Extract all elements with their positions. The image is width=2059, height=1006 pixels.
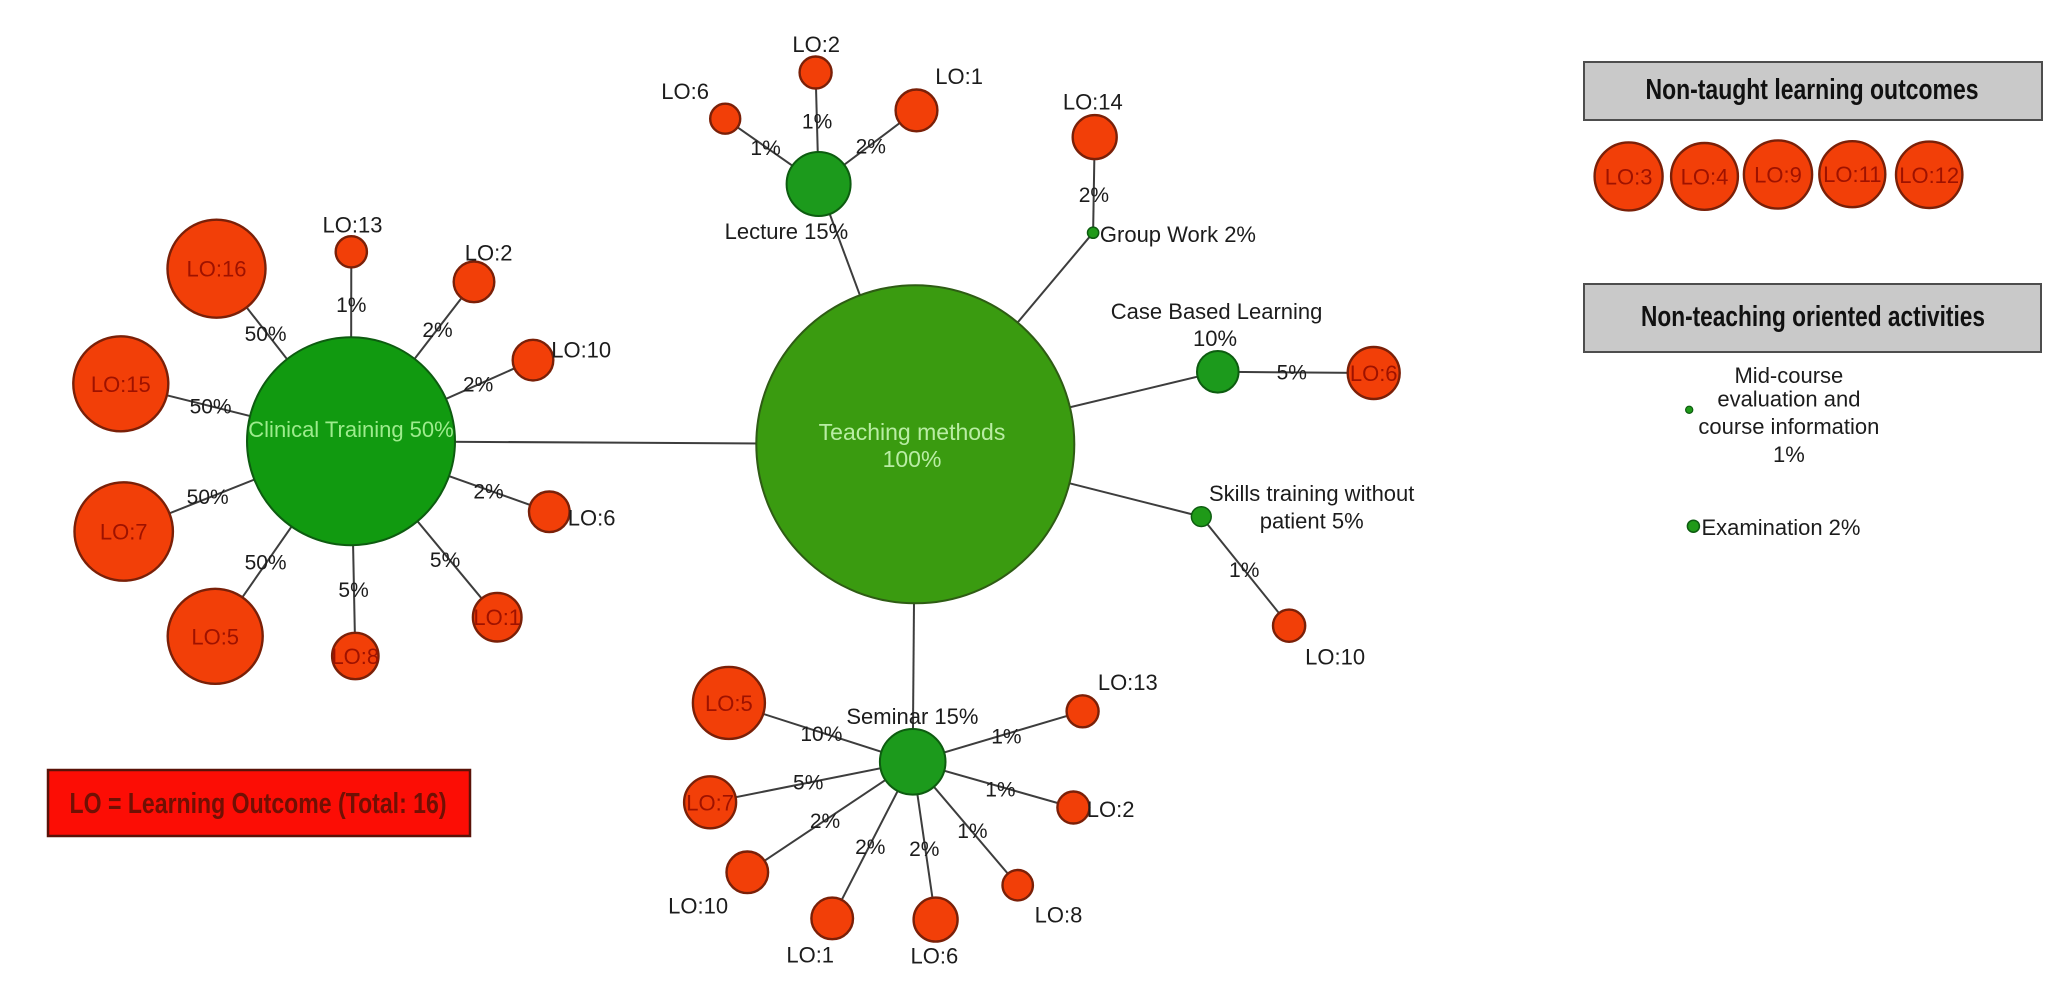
svg-text:2%: 2% [1079, 184, 1109, 207]
svg-text:50%: 50% [245, 323, 287, 346]
svg-text:LO:12: LO:12 [1899, 163, 1959, 188]
svg-text:LO:11: LO:11 [1823, 162, 1881, 187]
svg-text:50%: 50% [187, 486, 229, 509]
svg-text:5%: 5% [1277, 361, 1307, 384]
svg-text:LO:4: LO:4 [1681, 164, 1729, 189]
svg-text:Examination 2%: Examination 2% [1702, 515, 1861, 540]
svg-text:1%: 1% [750, 137, 780, 160]
svg-text:LO:7: LO:7 [100, 520, 148, 545]
svg-text:1%: 1% [985, 779, 1015, 802]
svg-text:1%: 1% [957, 820, 987, 843]
svg-text:2%: 2% [422, 319, 452, 342]
svg-text:Non-teaching oriented activiti: Non-teaching oriented activities [1641, 301, 1985, 333]
svg-text:LO:9: LO:9 [1754, 163, 1802, 188]
svg-text:Case Based Learning: Case Based Learning [1111, 299, 1323, 324]
svg-text:100%: 100% [883, 446, 942, 472]
svg-text:Teaching methods: Teaching methods [819, 419, 1006, 445]
svg-text:5%: 5% [793, 772, 823, 795]
svg-text:LO:16: LO:16 [187, 257, 247, 282]
svg-text:LO:14: LO:14 [1063, 90, 1123, 115]
svg-text:LO:3: LO:3 [1605, 164, 1653, 189]
svg-text:LO:2: LO:2 [1087, 797, 1135, 822]
svg-text:LO:6: LO:6 [1350, 361, 1398, 386]
svg-text:LO:6: LO:6 [568, 506, 616, 531]
svg-text:1%: 1% [991, 726, 1021, 749]
svg-text:Clinical Training 50%: Clinical Training 50% [248, 417, 453, 442]
svg-text:LO:7: LO:7 [686, 790, 734, 815]
svg-text:LO = Learning Outcome (Total:: LO = Learning Outcome (Total: 16) [70, 788, 447, 820]
svg-text:Mid-course: Mid-course [1734, 363, 1843, 388]
svg-text:5%: 5% [430, 549, 460, 572]
svg-text:LO:1: LO:1 [935, 64, 983, 89]
svg-text:LO:13: LO:13 [1098, 670, 1158, 695]
svg-text:50%: 50% [245, 552, 287, 575]
svg-text:LO:13: LO:13 [323, 213, 383, 238]
svg-text:evaluation and: evaluation and [1717, 386, 1860, 411]
svg-text:50%: 50% [190, 395, 232, 418]
svg-text:1%: 1% [802, 110, 832, 133]
svg-text:2%: 2% [473, 480, 503, 503]
svg-text:2%: 2% [909, 838, 939, 861]
svg-text:2%: 2% [855, 836, 885, 859]
svg-text:LO:2: LO:2 [792, 32, 840, 57]
svg-text:patient 5%: patient 5% [1260, 509, 1364, 534]
svg-text:LO:10: LO:10 [551, 338, 611, 363]
svg-text:10%: 10% [1193, 326, 1237, 351]
svg-text:LO:8: LO:8 [1035, 902, 1083, 927]
svg-text:LO:10: LO:10 [1305, 644, 1365, 669]
svg-text:Group Work 2%: Group Work 2% [1100, 222, 1256, 247]
svg-text:LO:5: LO:5 [705, 691, 753, 716]
svg-text:course information: course information [1698, 414, 1879, 439]
svg-text:1%: 1% [1773, 442, 1805, 467]
svg-text:10%: 10% [800, 723, 842, 746]
svg-text:Non-taught learning outcomes: Non-taught learning outcomes [1646, 74, 1979, 106]
svg-text:LO:8: LO:8 [331, 644, 379, 669]
svg-text:LO:15: LO:15 [91, 372, 151, 397]
svg-text:LO:10: LO:10 [668, 894, 728, 919]
svg-text:2%: 2% [856, 136, 886, 159]
svg-text:2%: 2% [810, 810, 840, 833]
svg-text:LO:1: LO:1 [473, 605, 521, 630]
svg-text:1%: 1% [336, 294, 366, 317]
svg-text:LO:6: LO:6 [661, 79, 709, 104]
svg-text:LO:1: LO:1 [786, 943, 834, 968]
svg-text:LO:5: LO:5 [191, 624, 239, 649]
svg-text:2%: 2% [463, 373, 493, 396]
svg-text:LO:6: LO:6 [911, 944, 959, 969]
svg-text:1%: 1% [1229, 559, 1259, 582]
svg-text:Skills training without: Skills training without [1209, 481, 1414, 506]
svg-text:Lecture 15%: Lecture 15% [725, 219, 849, 244]
svg-text:LO:2: LO:2 [465, 240, 513, 265]
svg-text:5%: 5% [338, 579, 368, 602]
svg-text:Seminar 15%: Seminar 15% [846, 704, 978, 729]
